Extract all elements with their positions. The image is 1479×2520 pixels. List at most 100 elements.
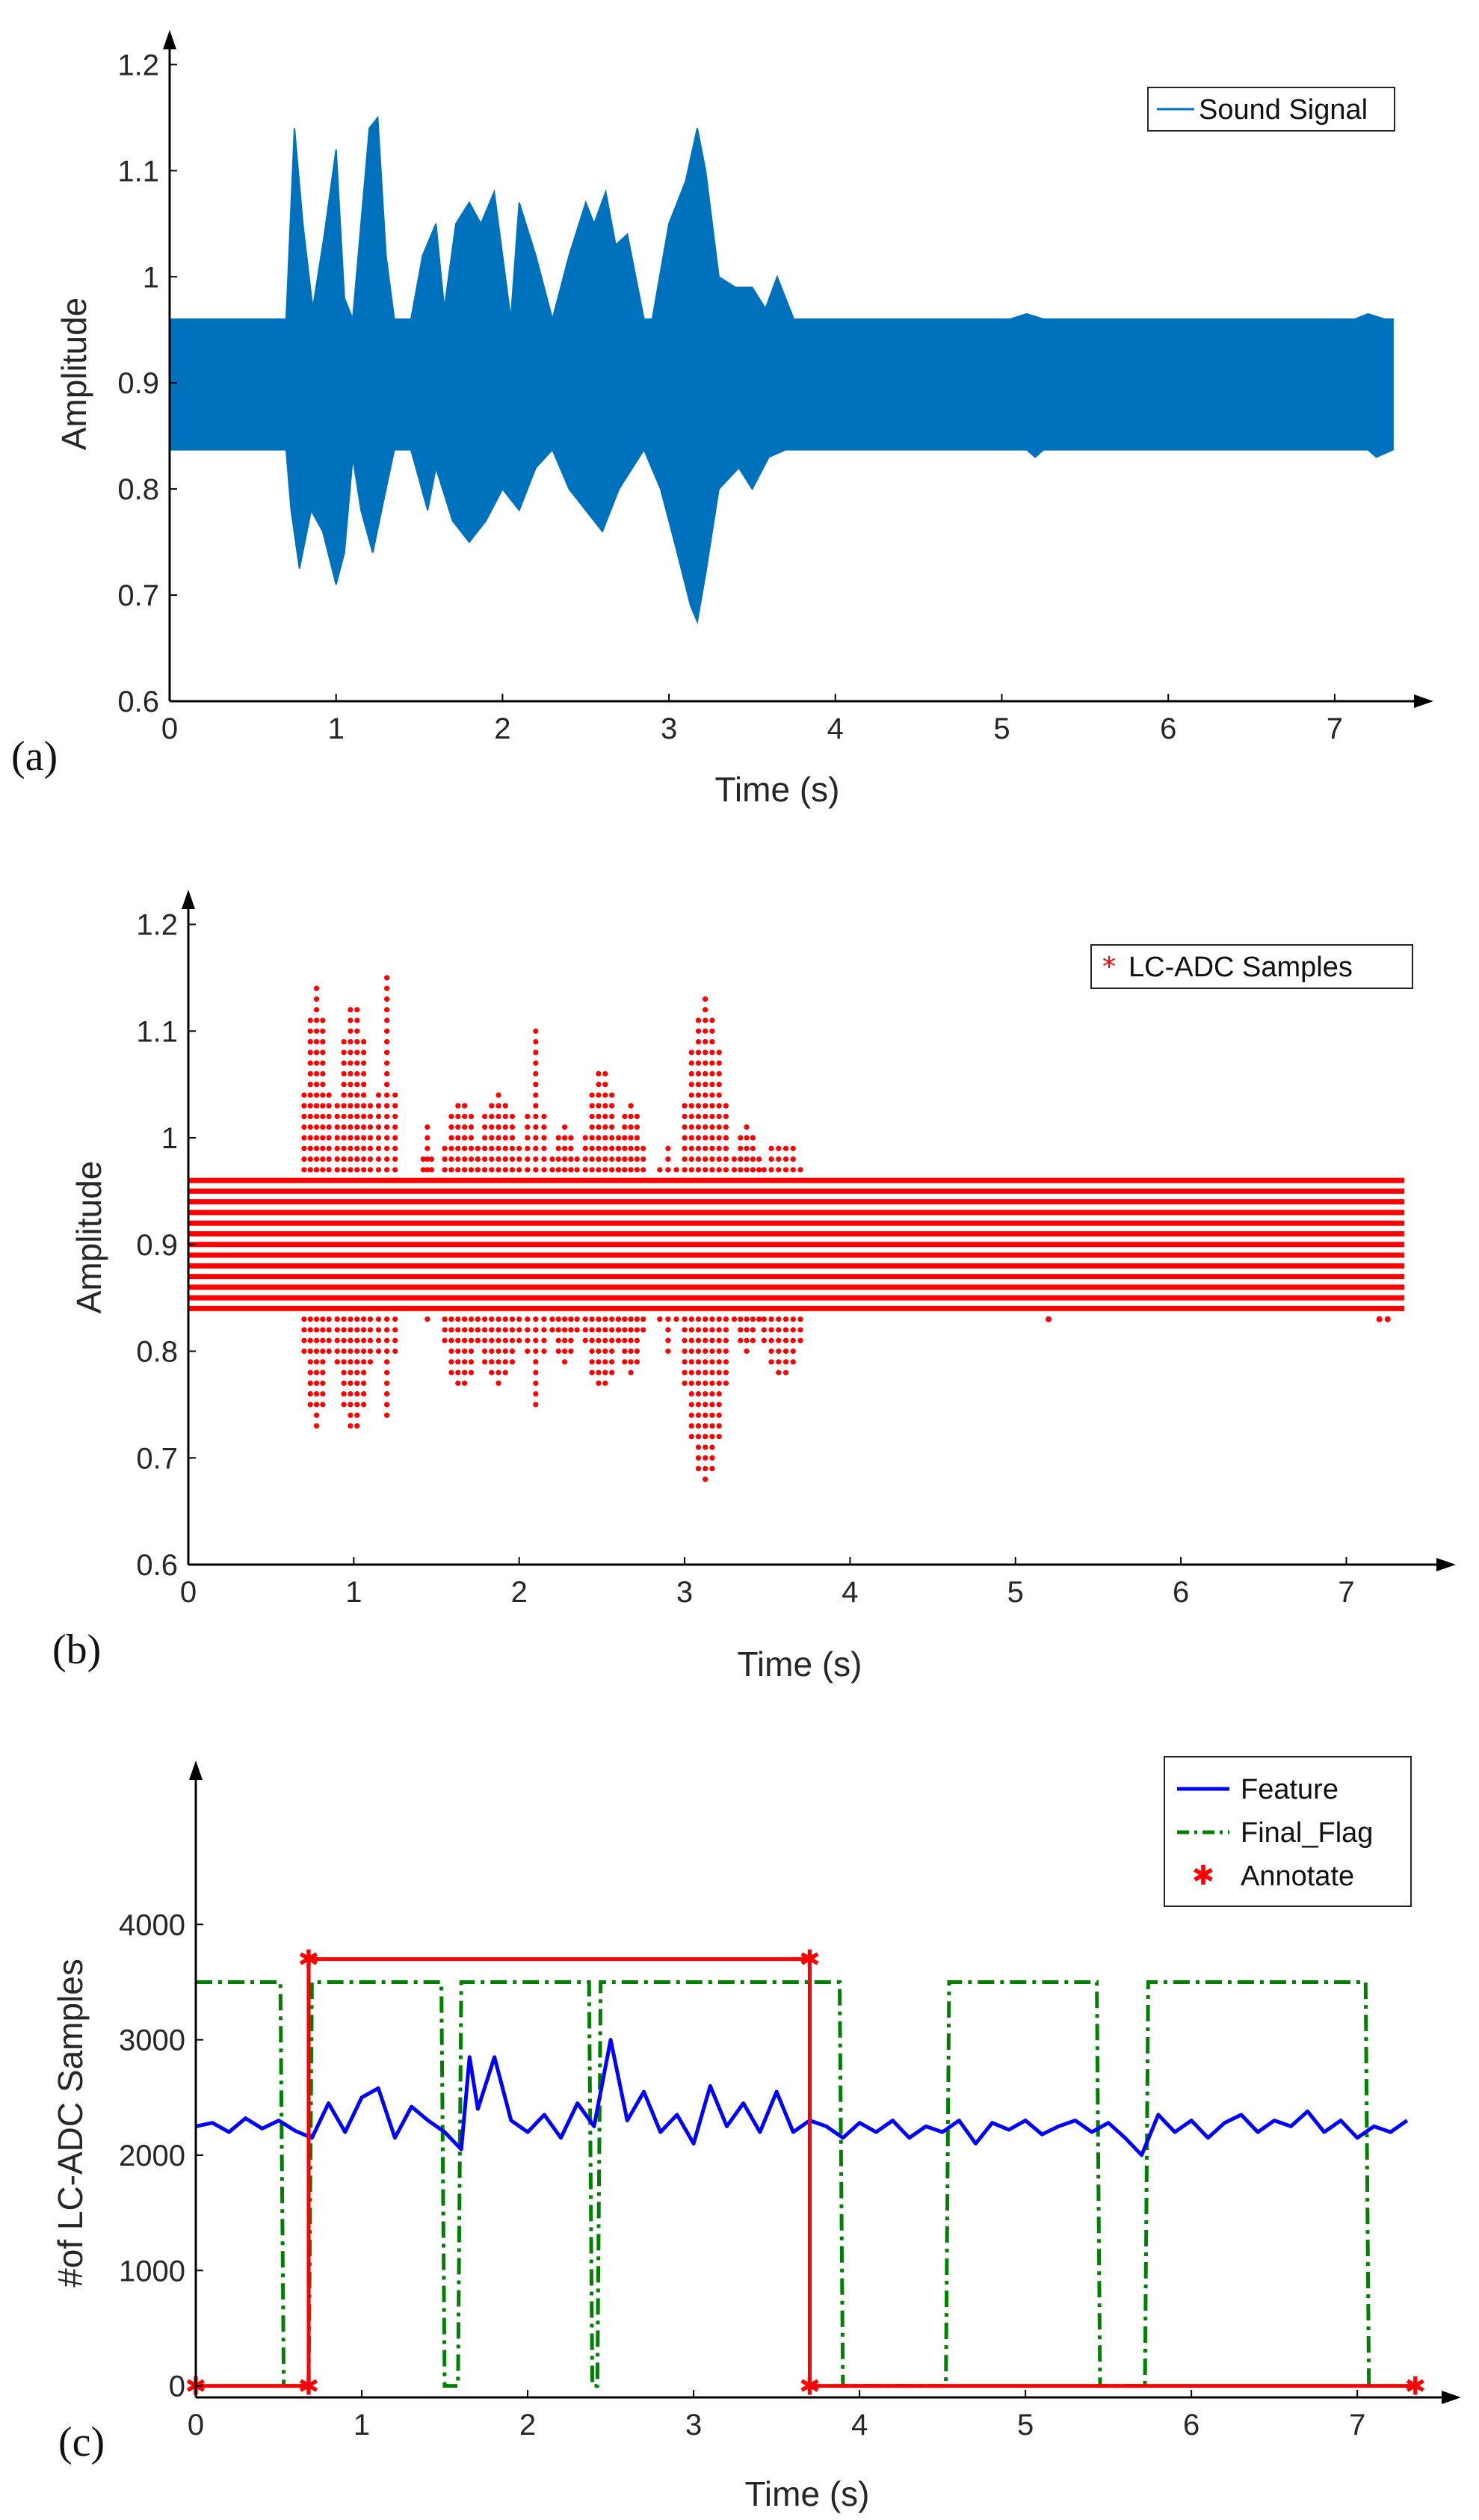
lc-adc-sample	[481, 1316, 488, 1322]
lc-adc-sample	[392, 1092, 398, 1098]
lc-adc-sample	[709, 1455, 715, 1461]
lc-adc-sample	[541, 1145, 547, 1151]
lc-adc-sample	[313, 1391, 320, 1397]
lc-adc-sample	[555, 1167, 561, 1173]
lc-adc-sample	[489, 1124, 495, 1130]
lc-adc-sample	[750, 1145, 756, 1151]
lc-adc-sample	[509, 1316, 516, 1322]
panel-a-plot	[169, 115, 1394, 625]
lc-adc-sample	[354, 1038, 360, 1045]
lc-adc-sample	[615, 1145, 622, 1151]
lc-adc-sample	[695, 1113, 702, 1120]
lc-adc-sample	[716, 1337, 722, 1343]
lc-adc-sample	[301, 1103, 307, 1109]
lc-adc-sample	[561, 1135, 568, 1141]
lc-adc-sample	[776, 1370, 782, 1375]
lc-adc-sample	[354, 1060, 360, 1066]
lc-adc-sample	[313, 1348, 320, 1355]
lc-adc-sample	[688, 1327, 694, 1333]
lc-adc-sample	[533, 1060, 539, 1066]
lc-adc-sample	[455, 1103, 461, 1109]
lc-adc-sample	[361, 1327, 367, 1333]
lc-adc-sample	[320, 1337, 326, 1343]
lc-adc-sample	[628, 1337, 634, 1343]
lc-adc-sample	[695, 1038, 702, 1045]
lc-adc-sample	[782, 1145, 789, 1151]
lc-adc-sample	[495, 1135, 501, 1141]
lc-adc-sample	[361, 1135, 367, 1141]
annotate-line	[196, 1957, 1415, 2388]
lc-adc-sample	[525, 1348, 531, 1355]
lc-adc-sample	[495, 1370, 501, 1375]
lc-adc-sample	[326, 1316, 332, 1322]
panel-c-xlabel: Time (s)	[745, 2474, 870, 2513]
lc-adc-sample	[723, 1359, 729, 1365]
lc-adc-sample	[723, 1380, 729, 1386]
panel-b-legend-marker: *	[1102, 952, 1116, 982]
lc-adc-sample	[448, 1370, 454, 1375]
lc-adc-sample	[695, 1103, 702, 1109]
lc-adc-sample	[301, 1156, 307, 1162]
lc-adc-sample	[628, 1145, 634, 1151]
lc-adc-sample	[723, 1156, 729, 1162]
lc-adc-sample	[481, 1113, 488, 1120]
panel-b-ytick-label: 0.9	[136, 1229, 178, 1262]
lc-adc-sample	[695, 1402, 702, 1408]
lc-adc-sample	[622, 1113, 628, 1120]
lc-adc-sample	[313, 1337, 320, 1343]
lc-adc-sample	[688, 1070, 694, 1076]
lc-adc-sample	[561, 1348, 568, 1355]
lc-adc-sample	[307, 1370, 313, 1375]
lc-adc-sample	[502, 1359, 508, 1365]
lc-adc-sample	[361, 1156, 367, 1162]
lc-adc-sample	[307, 1082, 313, 1088]
lc-adc-sample	[502, 1167, 508, 1173]
lc-adc-sample	[634, 1167, 640, 1173]
lc-adc-sample	[468, 1348, 475, 1355]
lc-adc-sample	[640, 1167, 646, 1173]
lc-adc-sample	[320, 1370, 326, 1375]
lc-adc-sample	[628, 1103, 634, 1109]
lc-adc-sample	[709, 1359, 715, 1365]
lc-adc-sample	[313, 1423, 320, 1429]
lc-adc-sample	[384, 1007, 390, 1013]
lc-adc-sample	[761, 1337, 767, 1343]
lc-adc-sample	[442, 1337, 448, 1343]
lc-adc-sample	[341, 1359, 347, 1365]
lc-adc-sample	[682, 1135, 688, 1141]
lc-adc-sample	[665, 1156, 671, 1162]
lc-adc-sample	[682, 1337, 688, 1343]
panel-a-ytick-label: 0.9	[117, 367, 159, 400]
lc-adc-sample	[354, 1017, 360, 1023]
lc-adc-sample	[320, 1156, 326, 1162]
lc-adc-sample	[716, 1135, 722, 1141]
lc-adc-sample	[313, 1145, 320, 1151]
panel-c-x-arrow	[1442, 2391, 1461, 2404]
lc-adc-sample	[442, 1327, 448, 1333]
panel-b: (b) Time (s) Amplitude 0 1 2 3 4 5 6 7 0.6 0.7 0.8…	[52, 890, 1456, 1683]
lc-adc-sample	[384, 1402, 390, 1408]
panel-b-xtick-label: 7	[1338, 1576, 1354, 1609]
lc-adc-sample	[320, 1359, 326, 1365]
lc-adc-sample	[320, 1145, 326, 1151]
panel-b-label: (b)	[52, 1627, 101, 1673]
lc-adc-sample	[375, 1124, 382, 1130]
lc-adc-sample	[716, 1348, 722, 1355]
lc-adc-sample	[348, 1402, 353, 1408]
lc-adc-sample	[516, 1167, 522, 1173]
lc-adc-sample	[589, 1316, 595, 1322]
panel-b-xtick-label: 0	[180, 1576, 197, 1609]
lc-adc-sample	[313, 1007, 320, 1013]
lc-adc-sample	[348, 1135, 353, 1141]
panel-c: (c) Time (s) #of LC-ADC Samples ✱✱✱✱✱✱ 0…	[51, 1756, 1461, 2513]
panel-a-legend-label: Sound Signal	[1199, 94, 1368, 126]
lc-adc-sample	[348, 1007, 353, 1013]
lc-adc-sample	[703, 1017, 708, 1023]
lc-adc-sample	[502, 1370, 508, 1375]
lc-adc-sample	[495, 1348, 501, 1355]
lc-adc-sample	[354, 1412, 360, 1418]
lc-adc-sample	[392, 1337, 398, 1343]
lc-adc-sample	[489, 1156, 495, 1162]
lc-adc-sample	[716, 1167, 722, 1173]
lc-adc-sample	[455, 1113, 461, 1120]
